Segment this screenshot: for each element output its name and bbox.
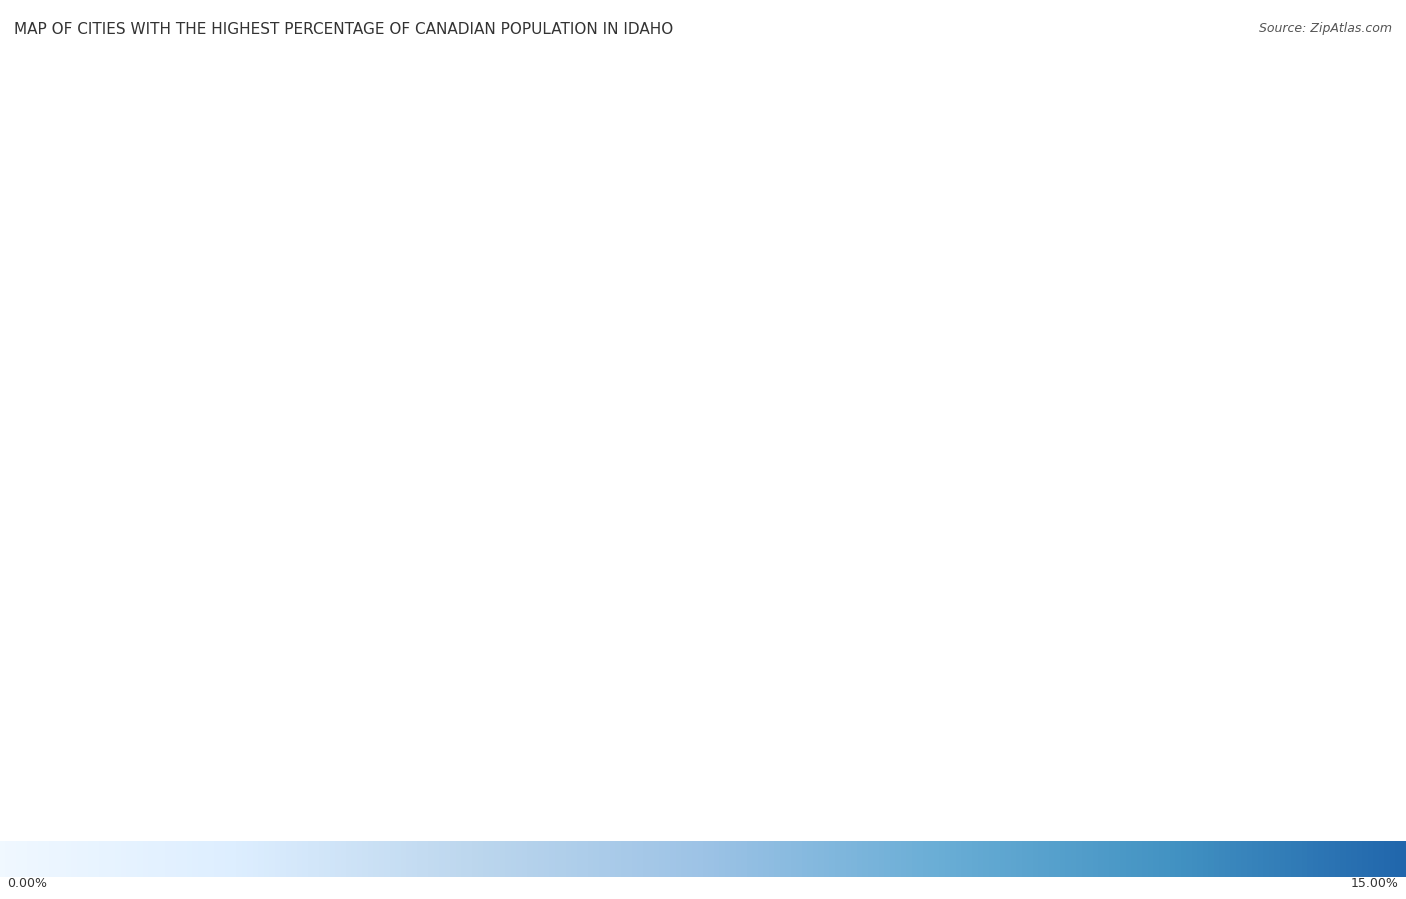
Text: 0.00%: 0.00% xyxy=(7,877,46,890)
Text: 15.00%: 15.00% xyxy=(1351,877,1399,890)
Text: Source: ZipAtlas.com: Source: ZipAtlas.com xyxy=(1258,22,1392,35)
Text: MAP OF CITIES WITH THE HIGHEST PERCENTAGE OF CANADIAN POPULATION IN IDAHO: MAP OF CITIES WITH THE HIGHEST PERCENTAG… xyxy=(14,22,673,38)
